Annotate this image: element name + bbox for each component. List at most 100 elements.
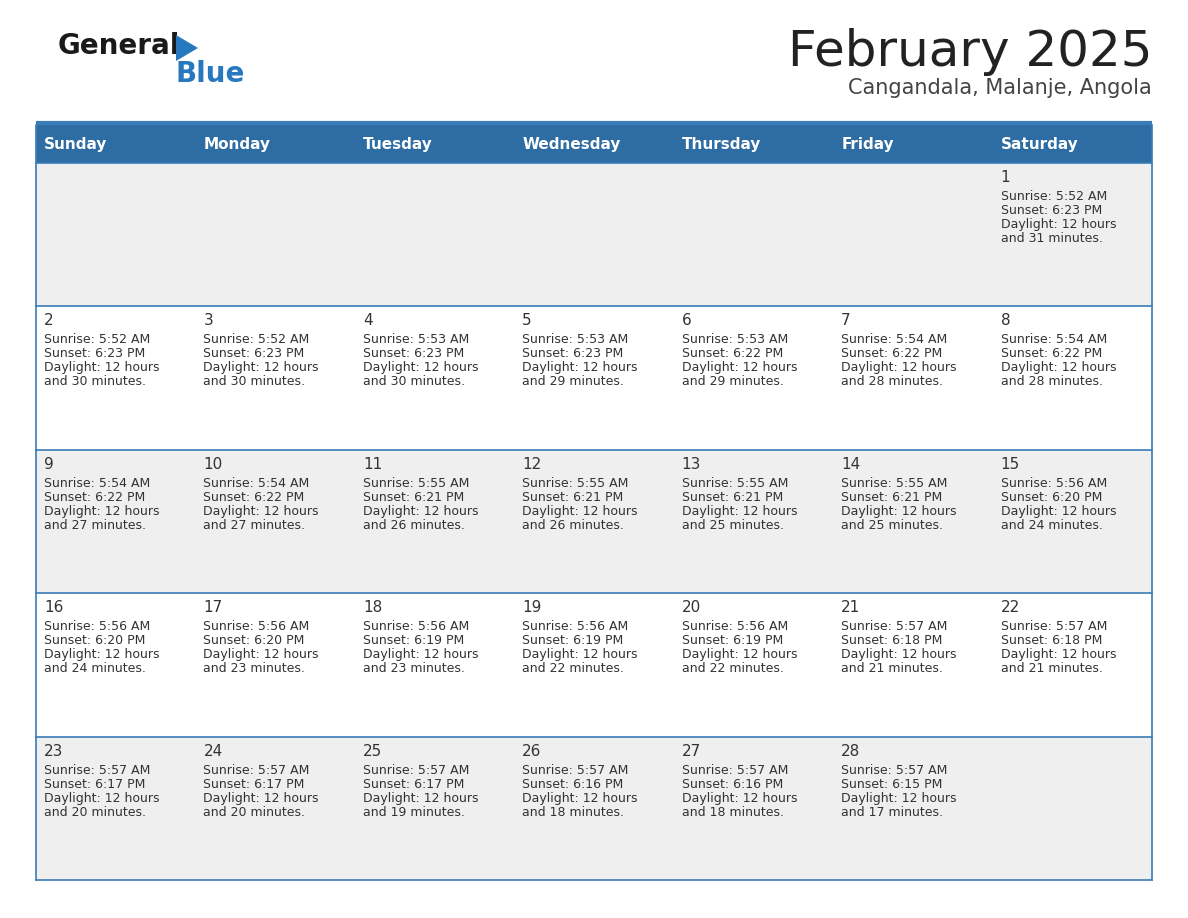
Text: Daylight: 12 hours: Daylight: 12 hours — [203, 648, 318, 661]
Text: and 17 minutes.: and 17 minutes. — [841, 806, 943, 819]
Text: 15: 15 — [1000, 457, 1019, 472]
Text: and 31 minutes.: and 31 minutes. — [1000, 232, 1102, 245]
Text: 22: 22 — [1000, 600, 1019, 615]
Text: Sunrise: 5:57 AM: Sunrise: 5:57 AM — [682, 764, 788, 777]
Text: Sunset: 6:23 PM: Sunset: 6:23 PM — [523, 347, 624, 361]
Text: Sunrise: 5:56 AM: Sunrise: 5:56 AM — [1000, 476, 1107, 490]
Text: Daylight: 12 hours: Daylight: 12 hours — [44, 362, 159, 375]
Text: Sunset: 6:21 PM: Sunset: 6:21 PM — [841, 491, 942, 504]
Text: Friday: Friday — [841, 137, 893, 151]
Bar — [36, 125, 1152, 163]
Text: 26: 26 — [523, 744, 542, 758]
Text: Sunrise: 5:54 AM: Sunrise: 5:54 AM — [203, 476, 310, 490]
Text: Sunset: 6:19 PM: Sunset: 6:19 PM — [362, 634, 465, 647]
Polygon shape — [176, 35, 198, 61]
Text: Daylight: 12 hours: Daylight: 12 hours — [682, 791, 797, 804]
Text: and 27 minutes.: and 27 minutes. — [203, 519, 305, 532]
Text: Sunset: 6:20 PM: Sunset: 6:20 PM — [1000, 491, 1102, 504]
Text: Daylight: 12 hours: Daylight: 12 hours — [44, 648, 159, 661]
Text: and 28 minutes.: and 28 minutes. — [1000, 375, 1102, 388]
Text: Daylight: 12 hours: Daylight: 12 hours — [523, 791, 638, 804]
Text: 14: 14 — [841, 457, 860, 472]
Text: 28: 28 — [841, 744, 860, 758]
Text: Sunrise: 5:53 AM: Sunrise: 5:53 AM — [362, 333, 469, 346]
Text: and 20 minutes.: and 20 minutes. — [203, 806, 305, 819]
Text: Sunset: 6:18 PM: Sunset: 6:18 PM — [841, 634, 942, 647]
Text: Sunrise: 5:54 AM: Sunrise: 5:54 AM — [1000, 333, 1107, 346]
Text: and 27 minutes.: and 27 minutes. — [44, 519, 146, 532]
Text: Sunset: 6:22 PM: Sunset: 6:22 PM — [841, 347, 942, 361]
Text: Sunrise: 5:56 AM: Sunrise: 5:56 AM — [523, 621, 628, 633]
Text: 25: 25 — [362, 744, 383, 758]
Bar — [36, 736, 1152, 880]
Text: Daylight: 12 hours: Daylight: 12 hours — [523, 505, 638, 518]
Text: Blue: Blue — [176, 60, 246, 88]
Text: 24: 24 — [203, 744, 222, 758]
Text: Sunset: 6:17 PM: Sunset: 6:17 PM — [362, 778, 465, 790]
Text: Daylight: 12 hours: Daylight: 12 hours — [203, 505, 318, 518]
Bar — [36, 307, 1152, 450]
Text: Sunrise: 5:57 AM: Sunrise: 5:57 AM — [841, 764, 948, 777]
Text: Sunrise: 5:57 AM: Sunrise: 5:57 AM — [1000, 621, 1107, 633]
Text: and 18 minutes.: and 18 minutes. — [682, 806, 784, 819]
Text: General: General — [58, 32, 181, 60]
Text: February 2025: February 2025 — [788, 28, 1152, 76]
Text: 10: 10 — [203, 457, 222, 472]
Text: and 21 minutes.: and 21 minutes. — [1000, 662, 1102, 676]
Text: 16: 16 — [44, 600, 63, 615]
Text: Sunrise: 5:56 AM: Sunrise: 5:56 AM — [682, 621, 788, 633]
Text: 11: 11 — [362, 457, 383, 472]
Text: Daylight: 12 hours: Daylight: 12 hours — [44, 791, 159, 804]
Text: and 28 minutes.: and 28 minutes. — [841, 375, 943, 388]
Text: and 18 minutes.: and 18 minutes. — [523, 806, 624, 819]
Text: Sunset: 6:20 PM: Sunset: 6:20 PM — [203, 634, 305, 647]
Text: Sunrise: 5:54 AM: Sunrise: 5:54 AM — [841, 333, 947, 346]
Text: Sunset: 6:20 PM: Sunset: 6:20 PM — [44, 634, 145, 647]
Text: Sunrise: 5:55 AM: Sunrise: 5:55 AM — [523, 476, 628, 490]
Text: 18: 18 — [362, 600, 383, 615]
Text: 3: 3 — [203, 313, 213, 329]
Text: and 24 minutes.: and 24 minutes. — [1000, 519, 1102, 532]
Text: 4: 4 — [362, 313, 373, 329]
Bar — [36, 593, 1152, 736]
Text: Daylight: 12 hours: Daylight: 12 hours — [362, 362, 479, 375]
Text: Sunset: 6:23 PM: Sunset: 6:23 PM — [1000, 204, 1101, 217]
Text: Sunset: 6:21 PM: Sunset: 6:21 PM — [523, 491, 624, 504]
Text: and 25 minutes.: and 25 minutes. — [682, 519, 784, 532]
Text: 1: 1 — [1000, 170, 1010, 185]
Text: Thursday: Thursday — [682, 137, 762, 151]
Text: Saturday: Saturday — [1000, 137, 1079, 151]
Text: Sunrise: 5:55 AM: Sunrise: 5:55 AM — [841, 476, 948, 490]
Text: and 29 minutes.: and 29 minutes. — [682, 375, 784, 388]
Text: and 30 minutes.: and 30 minutes. — [44, 375, 146, 388]
Text: Daylight: 12 hours: Daylight: 12 hours — [841, 505, 956, 518]
Text: Sunday: Sunday — [44, 137, 107, 151]
Text: Sunset: 6:15 PM: Sunset: 6:15 PM — [841, 778, 942, 790]
Text: Cangandala, Malanje, Angola: Cangandala, Malanje, Angola — [848, 78, 1152, 98]
Text: and 23 minutes.: and 23 minutes. — [362, 662, 465, 676]
Text: Monday: Monday — [203, 137, 271, 151]
Text: Daylight: 12 hours: Daylight: 12 hours — [1000, 648, 1116, 661]
Bar — [36, 450, 1152, 593]
Text: Sunset: 6:16 PM: Sunset: 6:16 PM — [682, 778, 783, 790]
Text: Daylight: 12 hours: Daylight: 12 hours — [1000, 218, 1116, 231]
Text: Daylight: 12 hours: Daylight: 12 hours — [362, 648, 479, 661]
Text: Daylight: 12 hours: Daylight: 12 hours — [841, 648, 956, 661]
Text: and 23 minutes.: and 23 minutes. — [203, 662, 305, 676]
Text: Sunset: 6:22 PM: Sunset: 6:22 PM — [682, 347, 783, 361]
Text: Sunrise: 5:55 AM: Sunrise: 5:55 AM — [362, 476, 469, 490]
Text: Sunrise: 5:53 AM: Sunrise: 5:53 AM — [682, 333, 788, 346]
Text: Daylight: 12 hours: Daylight: 12 hours — [203, 791, 318, 804]
Text: Daylight: 12 hours: Daylight: 12 hours — [203, 362, 318, 375]
Text: Daylight: 12 hours: Daylight: 12 hours — [1000, 362, 1116, 375]
Text: 27: 27 — [682, 744, 701, 758]
Text: Sunrise: 5:52 AM: Sunrise: 5:52 AM — [1000, 190, 1107, 203]
Text: Daylight: 12 hours: Daylight: 12 hours — [44, 505, 159, 518]
Text: 9: 9 — [44, 457, 53, 472]
Text: Sunrise: 5:52 AM: Sunrise: 5:52 AM — [44, 333, 150, 346]
Text: Sunset: 6:19 PM: Sunset: 6:19 PM — [682, 634, 783, 647]
Text: 20: 20 — [682, 600, 701, 615]
Text: and 26 minutes.: and 26 minutes. — [523, 519, 624, 532]
Text: Sunset: 6:17 PM: Sunset: 6:17 PM — [203, 778, 305, 790]
Text: Sunset: 6:23 PM: Sunset: 6:23 PM — [362, 347, 465, 361]
